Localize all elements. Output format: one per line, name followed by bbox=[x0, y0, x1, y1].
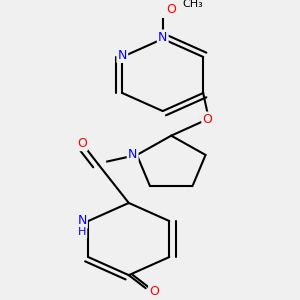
Text: N: N bbox=[118, 49, 127, 62]
Text: O: O bbox=[149, 285, 159, 298]
Text: O: O bbox=[202, 113, 212, 126]
Text: H: H bbox=[78, 227, 86, 238]
Text: O: O bbox=[77, 137, 87, 150]
Text: N: N bbox=[128, 148, 137, 161]
Text: CH₃: CH₃ bbox=[182, 0, 203, 9]
Text: N: N bbox=[77, 214, 87, 227]
Text: O: O bbox=[166, 3, 176, 16]
Text: N: N bbox=[158, 31, 167, 44]
